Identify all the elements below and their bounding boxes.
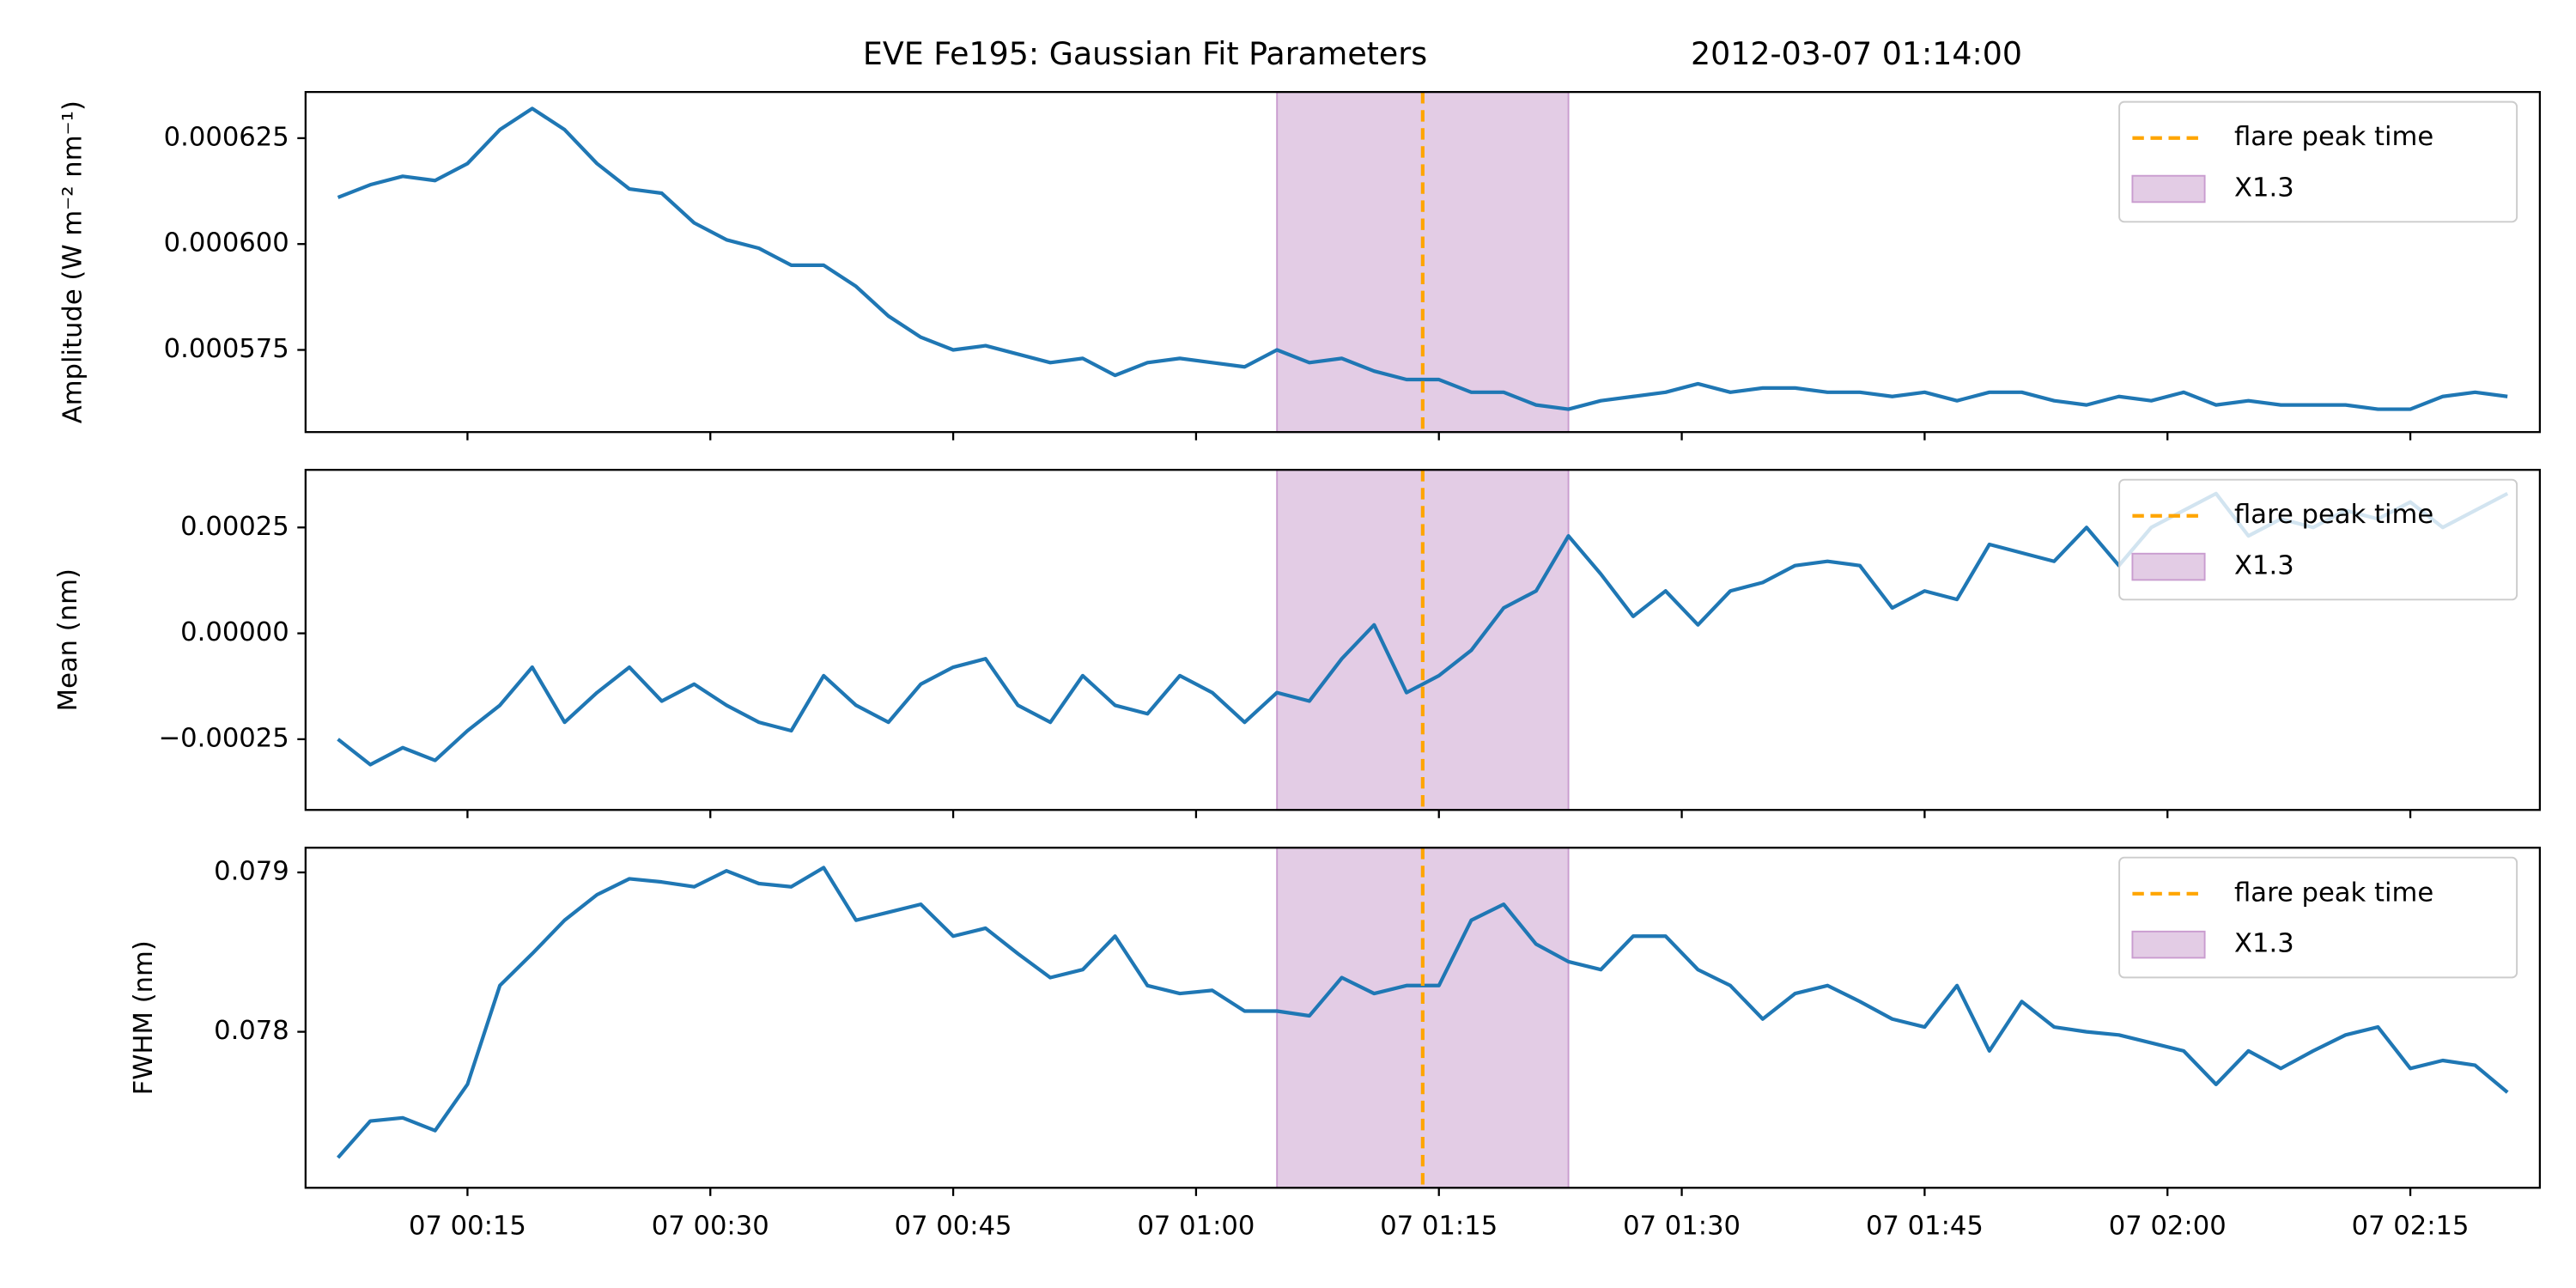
axes-frame — [304, 469, 2542, 811]
legend-box — [2118, 478, 2518, 601]
x-tick-label: 07 01:45 — [1866, 1212, 1984, 1242]
x-tick-label: 07 00:45 — [895, 1212, 1012, 1242]
y-tick-label: 0.079 — [214, 857, 289, 887]
x-tick-label: 07 01:15 — [1380, 1212, 1498, 1242]
legend-patch-swatch — [2131, 930, 2206, 959]
legend-label: flare peak time — [2234, 878, 2433, 908]
y-axis-label: Amplitude (W m⁻² nm⁻¹) — [58, 100, 88, 423]
legend-patch-swatch — [2131, 552, 2206, 581]
legend-patch-swatch — [2131, 174, 2206, 204]
y-tick-label: 0.000625 — [164, 122, 289, 152]
legend-label: X1.3 — [2234, 551, 2294, 581]
x-tick-label: 07 00:30 — [652, 1212, 769, 1242]
x-tick-label: 07 01:30 — [1623, 1212, 1741, 1242]
x-tick-label: 07 00:15 — [409, 1212, 526, 1242]
axes-frame — [304, 90, 2542, 434]
y-tick-label: 0.000600 — [164, 228, 289, 258]
y-tick-label: 0.000575 — [164, 334, 289, 364]
legend-box — [2118, 100, 2518, 223]
data-line — [337, 106, 2508, 411]
y-tick-label: −0.00025 — [159, 723, 289, 753]
chart-title: EVE Fe195: Gaussian Fit Parameters — [863, 35, 1427, 72]
y-tick-label: 0.00025 — [180, 512, 289, 542]
chart-subtitle: 2012-03-07 01:14:00 — [1691, 35, 2022, 72]
legend-label: X1.3 — [2234, 929, 2294, 959]
y-axis-label: FWHM (nm) — [129, 940, 159, 1095]
y-tick-label: 0.078 — [214, 1016, 289, 1046]
y-axis-label: Mean (nm) — [53, 568, 83, 711]
legend-label: X1.3 — [2234, 173, 2294, 204]
y-tick-label: 0.00000 — [180, 617, 289, 647]
legend-label: flare peak time — [2234, 122, 2433, 152]
x-tick-label: 07 02:15 — [2352, 1212, 2470, 1242]
x-tick-label: 07 01:00 — [1137, 1212, 1255, 1242]
legend-box — [2118, 856, 2518, 979]
axes-frame — [304, 847, 2542, 1189]
x-tick-label: 07 02:00 — [2109, 1212, 2227, 1242]
legend-label: flare peak time — [2234, 500, 2433, 530]
